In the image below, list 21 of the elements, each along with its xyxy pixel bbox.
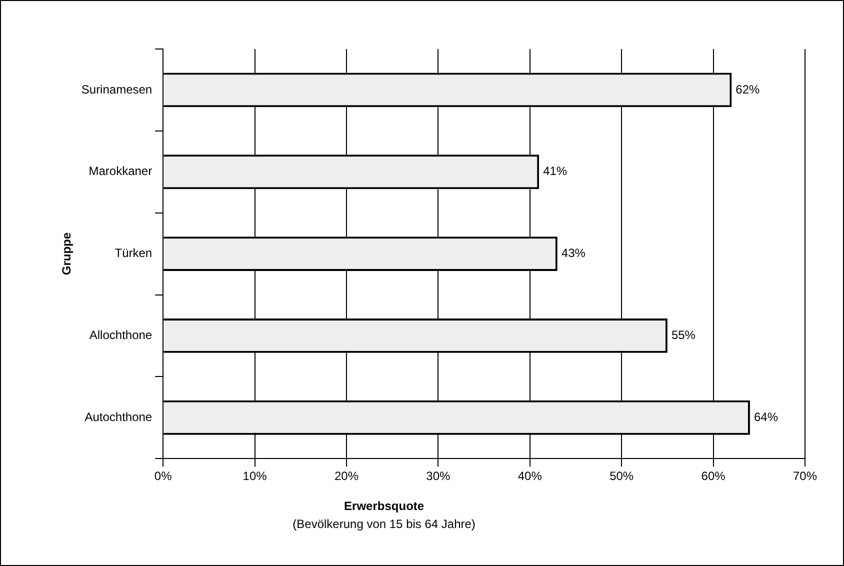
x-tick-label: 0% [154, 469, 172, 484]
y-tick-label: Türken [114, 246, 152, 260]
x-axis-title: Erwerbsquote [344, 498, 424, 513]
x-tick-label: 50% [610, 469, 634, 484]
data-label: 55% [671, 328, 696, 342]
x-tick-label: 40% [518, 469, 542, 484]
y-tick-label: Allochthone [89, 328, 152, 342]
x-tick-label: 20% [334, 469, 359, 484]
y-tick-label: Surinamesen [81, 82, 152, 96]
y-tick-label: Marokkaner [88, 164, 152, 178]
y-tick-label: Autochthone [84, 410, 152, 424]
data-label: 43% [561, 246, 586, 260]
x-tick-label: 60% [701, 469, 726, 484]
data-label: 64% [754, 410, 778, 424]
x-tick-label: 30% [426, 469, 451, 484]
y-axis-title: Gruppe [60, 232, 74, 276]
x-tick-label: 10% [242, 469, 268, 484]
data-label: 41% [543, 164, 568, 178]
data-label: 62% [736, 82, 760, 96]
x-tick-label: 70% [792, 469, 818, 484]
text: (Bevölkerung von 15 bis 64 Jahre) [292, 516, 476, 531]
